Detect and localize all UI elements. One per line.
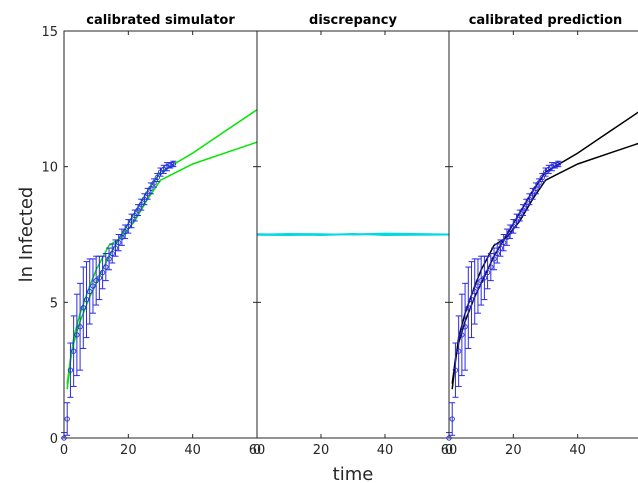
observation-point [465,305,471,311]
observation-point [106,256,112,262]
observation-point [504,234,510,240]
y-tick-label: 0 [50,432,58,447]
x-tick-label: 60 [249,443,266,458]
observation-point [494,250,500,257]
observation-point [99,269,106,276]
observation-point [555,161,562,167]
y-tick-label: 15 [41,25,58,40]
observation-point [468,296,475,303]
observation-point [148,185,154,192]
y-tick-label: 5 [50,296,58,311]
observation-point [67,367,74,373]
observation-point [475,283,481,289]
observation-point [112,245,119,251]
observation-point [549,164,555,170]
observation-point [125,223,131,230]
observation-point [109,250,115,257]
observation-point [157,169,164,175]
observation-point [533,185,539,192]
observation-point [452,367,459,373]
observation-point [484,269,491,276]
observation-point [170,161,177,167]
panel-calibrated-prediction: 0 20 40 calibrated prediction [445,13,638,458]
observation-point [507,229,513,235]
observation-point [481,275,488,281]
observation-point [96,275,103,281]
observation-point [151,180,157,186]
x-axis-label: time [333,464,374,483]
x-tick-label: 20 [313,443,330,458]
panel-title: calibrated prediction [469,13,623,28]
observation-point [164,164,170,170]
plot-area [449,31,638,438]
observation-point [546,166,552,173]
observation-point [478,277,484,284]
observation-point [536,180,542,186]
x-tick-label: 60 [441,443,458,458]
observation-point [472,288,478,295]
panel-title: calibrated simulator [86,13,235,28]
observation-point [501,239,507,246]
observation-point [103,264,109,270]
observation-point [93,277,99,284]
plot-area [64,31,257,438]
observation-point [119,234,125,240]
observation-point [539,174,545,181]
x-tick-label: 40 [377,443,394,458]
observation-point [71,348,77,354]
y-axis-label: ln Infected [16,187,37,283]
series-line-3 [256,232,450,237]
observation-point [167,162,173,168]
observation-point [77,324,83,330]
observation-point [542,169,549,175]
observation-point [491,256,497,262]
x-tick-label: 0 [445,443,453,458]
observation-point [161,166,167,173]
observation-point [462,324,468,330]
observation-point [497,245,504,251]
x-tick-label: 0 [60,443,68,458]
x-tick-label: 40 [184,443,201,458]
observation-point [552,162,558,168]
observation-point [122,229,128,235]
x-tick-label: 0 [253,443,261,458]
observation-point [455,348,462,354]
observation-point [510,223,516,230]
observation-point [449,416,455,422]
observation-point [64,416,70,422]
y-tick-label: 10 [41,161,58,176]
observation-point [87,288,93,295]
panel-discrepancy: 0 20 40 60 discrepancy time [253,13,457,483]
observation-point [80,305,86,311]
axes-frame [448,30,638,439]
observation-point [116,239,122,246]
observation-point [90,283,96,289]
observation-point [154,174,160,181]
x-tick-label: 40 [569,443,586,458]
observation-point [83,296,90,303]
observation-point [459,332,465,338]
observation-point [74,332,80,338]
x-tick-label: 20 [505,443,522,458]
panel-title: discrepancy [309,13,397,28]
observation-point [488,264,494,270]
x-tick-label: 20 [120,443,137,458]
